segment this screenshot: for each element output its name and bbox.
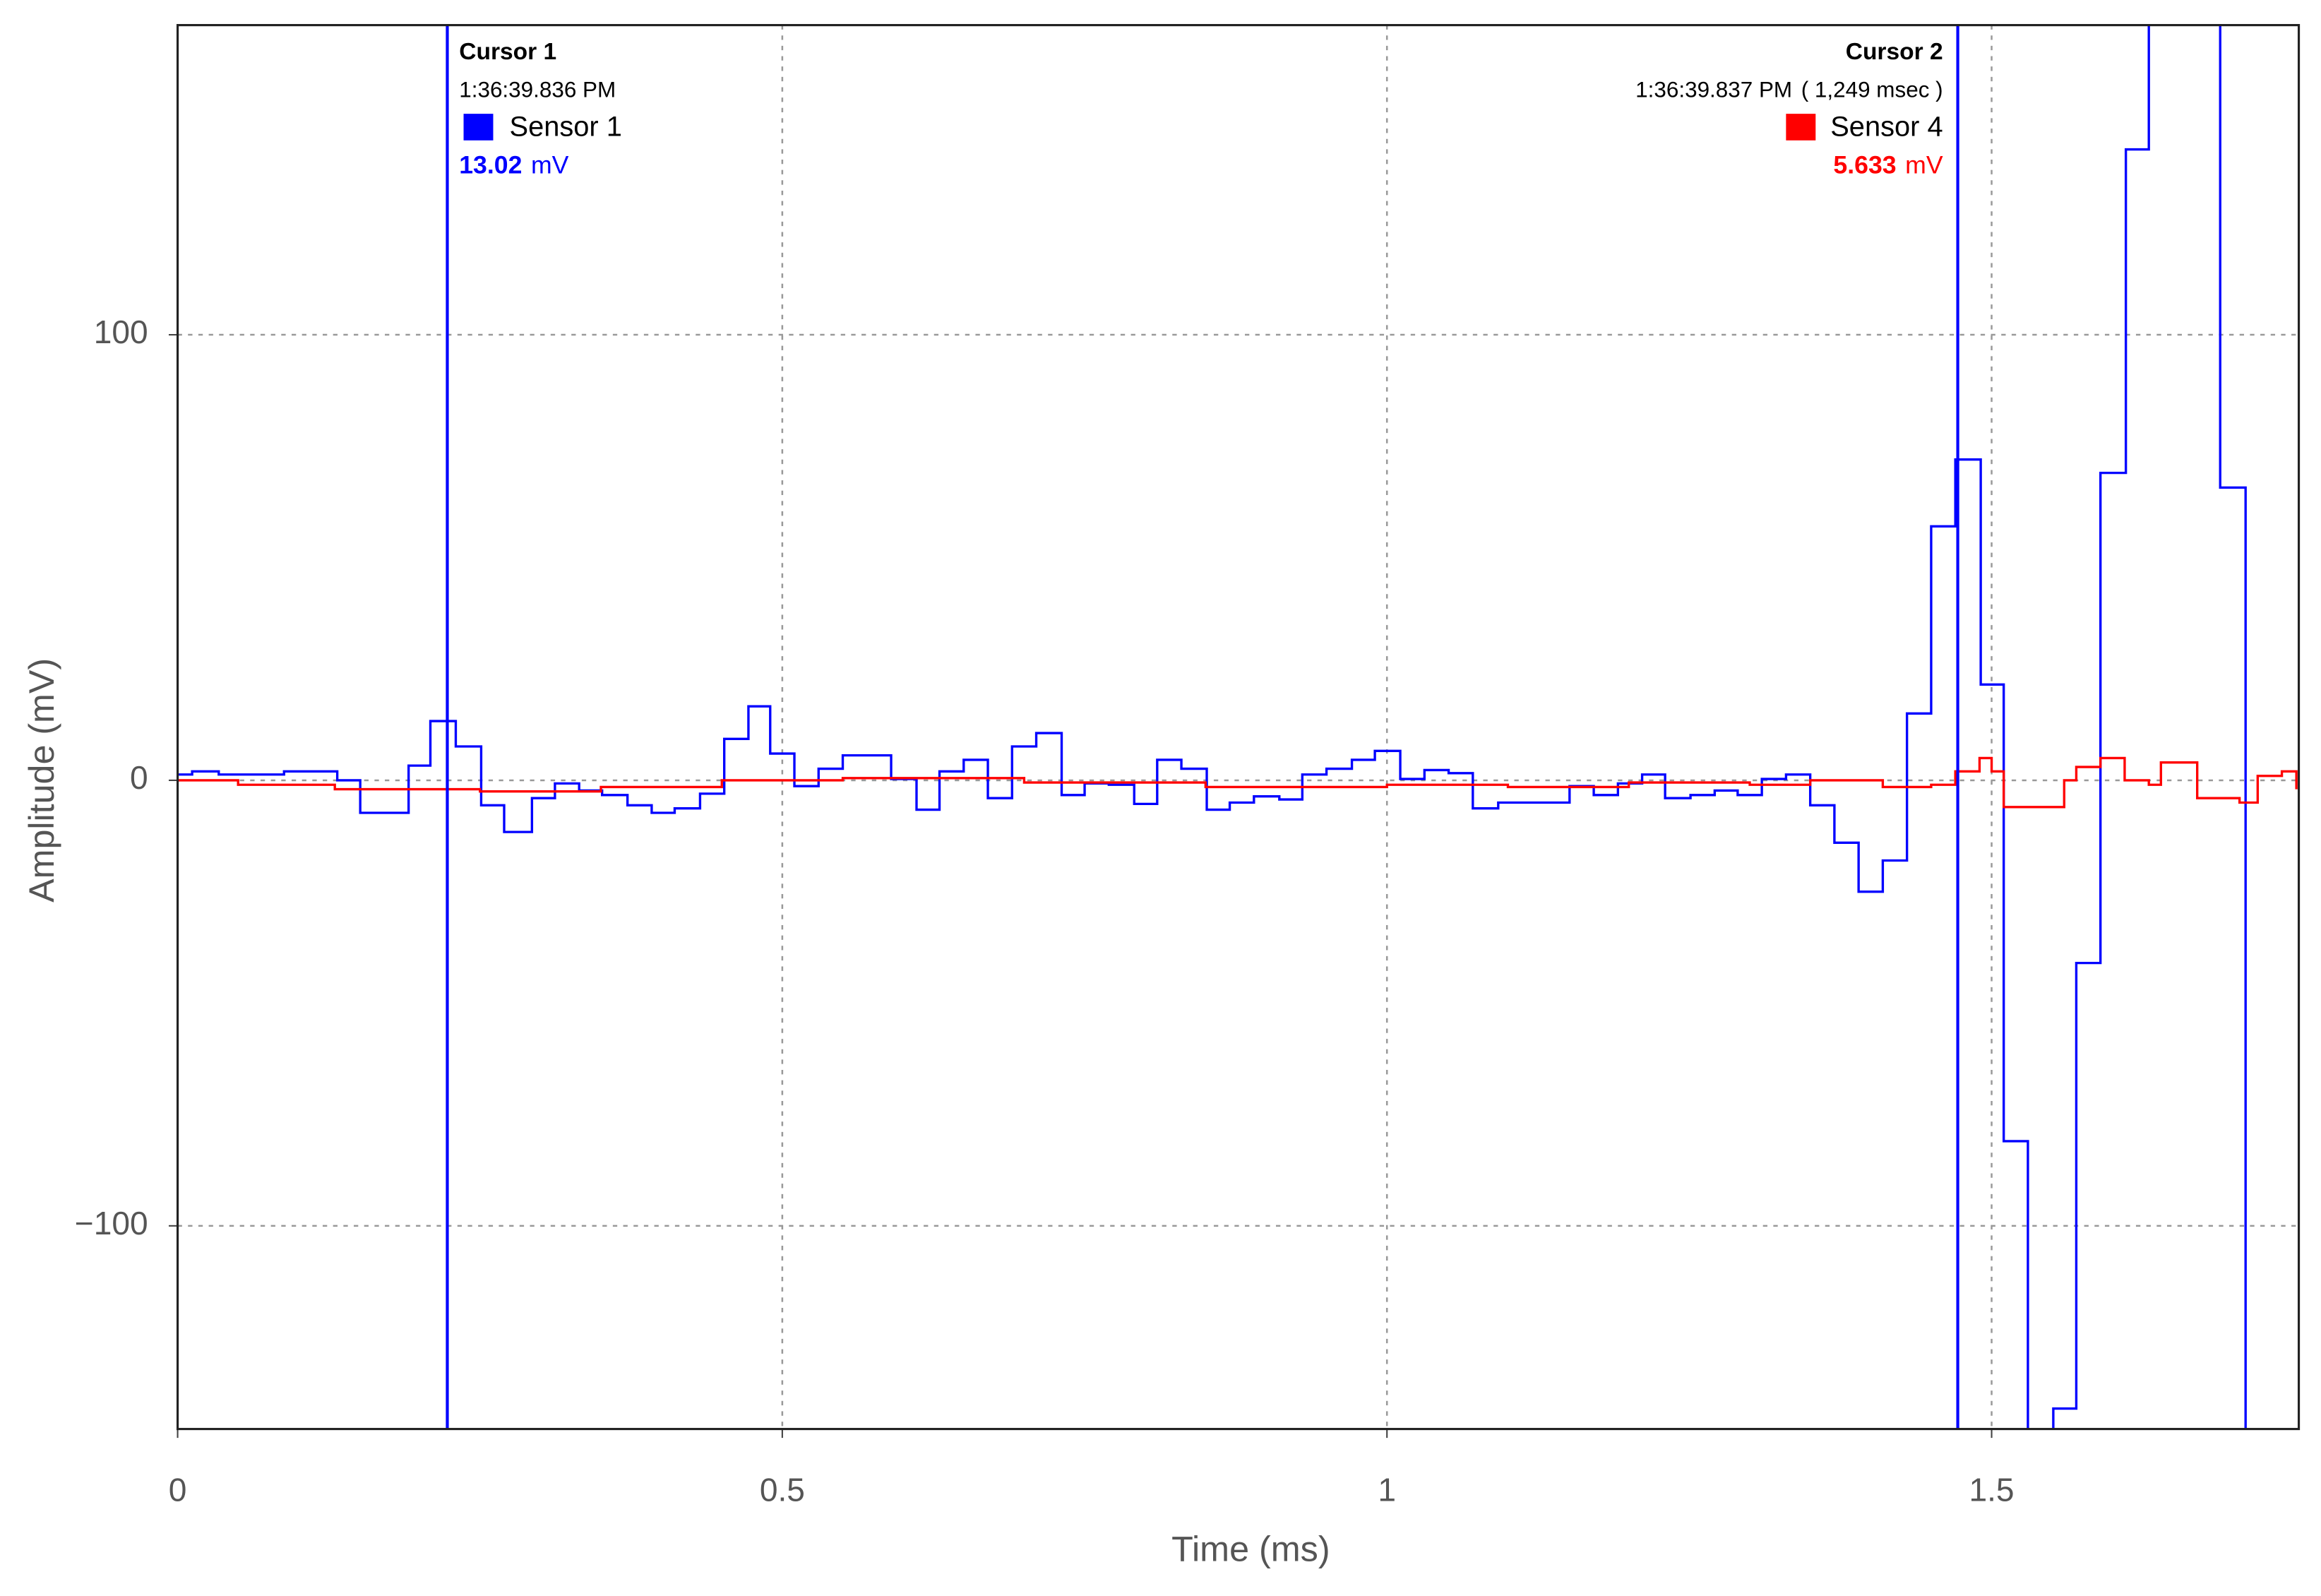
x-axis-title: Time (ms) (1171, 1530, 1330, 1569)
cursor-reading-value: 5.633 (1833, 151, 1896, 179)
legend-swatch (1786, 114, 1816, 141)
cursor-label: Cursor 2 (1846, 39, 1943, 65)
cursor-reading: 13.02 mV (459, 151, 568, 179)
x-tick-label: 1 (1378, 1472, 1396, 1508)
cursor-reading-value: 13.02 (459, 151, 522, 179)
series-line (177, 756, 2298, 809)
cursor-reading-unit: mV (531, 151, 569, 179)
cursor-delta: ( 1,249 msec ) (1801, 78, 1943, 102)
plot-frame (176, 24, 2301, 1431)
cursor-label: Cursor 1 (459, 39, 556, 65)
x-tick-label: 0 (169, 1472, 187, 1508)
y-tick-label: −100 (75, 1205, 148, 1241)
legend-label: Sensor 1 (510, 112, 622, 143)
cursor-reading: 5.633 mV (1833, 151, 1943, 179)
cursor-time-value: 1:36:39.837 PM (1635, 78, 1792, 102)
x-tick-label: 1.5 (1969, 1472, 2014, 1508)
cursor-reading-unit: mV (1905, 151, 1943, 179)
x-tick-label: 0.5 (760, 1472, 805, 1508)
cursor-time: 1:36:39.837 PM ( 1,249 msec ) (1635, 78, 1943, 102)
legend-swatch (463, 114, 494, 141)
cursor-time: 1:36:39.836 PM (459, 78, 616, 102)
legend-label: Sensor 4 (1830, 112, 1943, 143)
y-tick-label: 0 (130, 759, 148, 796)
series-line (177, 25, 2247, 1429)
plot-area (177, 25, 2298, 1429)
cursor-time-value: 1:36:39.836 PM (459, 78, 616, 102)
y-axis-title: Amplitude (mV) (22, 658, 61, 903)
y-tick-label: 100 (94, 314, 148, 350)
